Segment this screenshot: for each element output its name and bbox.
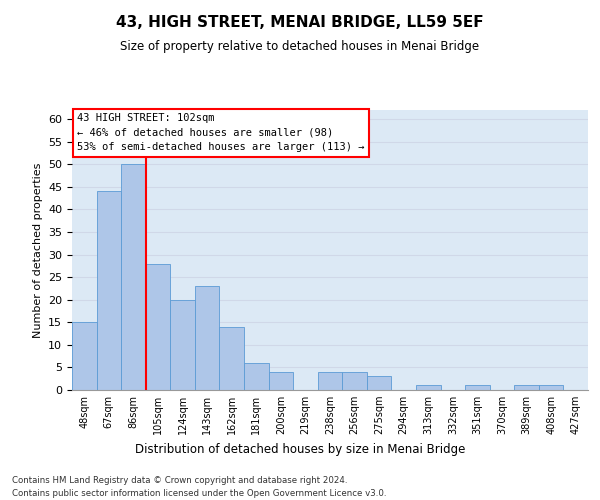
Bar xyxy=(97,192,121,390)
Bar xyxy=(244,363,269,390)
Text: 43 HIGH STREET: 102sqm
← 46% of detached houses are smaller (98)
53% of semi-det: 43 HIGH STREET: 102sqm ← 46% of detached… xyxy=(77,113,365,152)
Text: 43, HIGH STREET, MENAI BRIDGE, LL59 5EF: 43, HIGH STREET, MENAI BRIDGE, LL59 5EF xyxy=(116,15,484,30)
Text: Contains HM Land Registry data © Crown copyright and database right 2024.
Contai: Contains HM Land Registry data © Crown c… xyxy=(12,476,386,498)
Bar xyxy=(416,386,440,390)
Bar xyxy=(170,300,195,390)
Bar xyxy=(342,372,367,390)
Bar xyxy=(146,264,170,390)
Bar xyxy=(72,322,97,390)
Bar xyxy=(269,372,293,390)
Bar xyxy=(514,386,539,390)
Bar xyxy=(465,386,490,390)
Bar xyxy=(539,386,563,390)
Bar xyxy=(195,286,220,390)
Y-axis label: Number of detached properties: Number of detached properties xyxy=(32,162,43,338)
Text: Distribution of detached houses by size in Menai Bridge: Distribution of detached houses by size … xyxy=(135,442,465,456)
Bar xyxy=(220,327,244,390)
Bar xyxy=(367,376,391,390)
Text: Size of property relative to detached houses in Menai Bridge: Size of property relative to detached ho… xyxy=(121,40,479,53)
Bar xyxy=(318,372,342,390)
Bar xyxy=(121,164,146,390)
